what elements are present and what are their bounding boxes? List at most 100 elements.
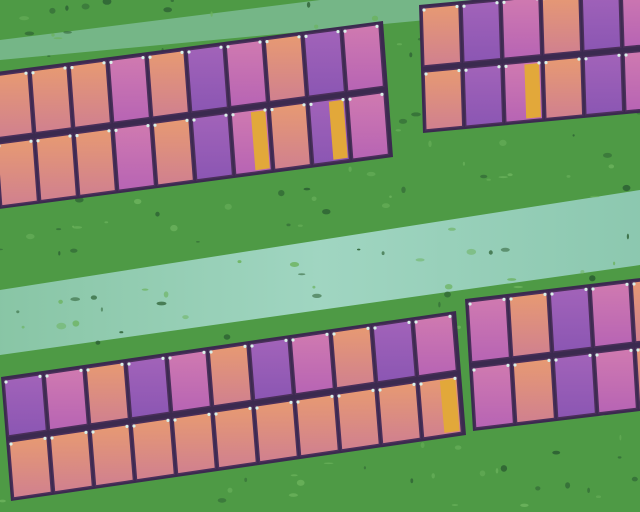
mount-point	[337, 394, 341, 398]
solar-panel	[69, 59, 112, 129]
vegetation-speckle	[306, 1, 311, 8]
mount-point	[31, 71, 35, 75]
vegetation-speckle	[170, 224, 178, 232]
vegetation-speckle	[278, 190, 285, 197]
vegetation-speckle	[72, 226, 83, 229]
vegetation-speckle	[297, 224, 303, 227]
vegetation-speckle	[0, 499, 6, 503]
vegetation-speckle	[488, 250, 493, 255]
mount-point	[70, 66, 74, 70]
vegetation-speckle	[603, 152, 612, 158]
mount-point	[468, 302, 472, 306]
vegetation-speckle	[396, 43, 402, 46]
mount-point	[472, 368, 476, 372]
mount-point	[537, 61, 541, 65]
vegetation-speckle	[72, 320, 80, 327]
vegetation-speckle	[617, 456, 622, 459]
mount-point	[448, 314, 452, 318]
vegetation-speckle	[296, 479, 305, 486]
mount-point	[504, 64, 508, 68]
mount-point	[270, 108, 274, 112]
vegetation-speckle	[499, 139, 507, 146]
vegetation-speckle	[507, 278, 517, 281]
solar-array-upper-right	[419, 0, 640, 133]
vegetation-speckle	[409, 52, 413, 58]
vegetation-speckle	[580, 270, 585, 274]
mount-point	[202, 350, 206, 354]
mount-point	[629, 348, 633, 352]
vegetation-speckle	[535, 486, 541, 491]
solar-panel	[331, 325, 376, 389]
hotspot-cell	[524, 63, 541, 119]
mount-point	[343, 29, 347, 33]
vegetation-speckle	[58, 251, 61, 256]
solar-panel	[152, 117, 195, 187]
mount-point	[248, 406, 252, 410]
solar-panel	[508, 291, 552, 358]
mount-point	[263, 108, 267, 112]
mount-point	[146, 124, 150, 128]
vegetation-speckle	[500, 465, 508, 472]
mount-point	[180, 50, 184, 55]
vegetation-speckle	[444, 291, 451, 298]
mount-point	[109, 60, 113, 64]
mount-point	[250, 344, 254, 348]
solar-panel	[543, 56, 584, 120]
mount-point	[29, 139, 33, 143]
mount-point	[161, 356, 165, 360]
vegetation-speckle	[438, 301, 441, 308]
mount-point	[371, 388, 375, 392]
vegetation-speckle	[507, 173, 513, 177]
solar-panel	[191, 112, 234, 181]
vegetation-speckle	[312, 293, 322, 298]
vegetation-speckle	[163, 291, 169, 298]
mount-point	[127, 362, 131, 366]
solar-panel	[583, 52, 624, 116]
mount-point	[192, 118, 196, 122]
mount-point	[304, 34, 308, 39]
mount-point	[107, 129, 111, 133]
mount-point	[79, 368, 83, 372]
mount-point	[625, 282, 629, 286]
vegetation-speckle	[401, 186, 406, 193]
vegetation-speckle	[100, 307, 103, 312]
vegetation-speckle	[626, 233, 630, 240]
vegetation-speckle	[224, 203, 232, 210]
vegetation-speckle	[155, 211, 160, 217]
middle-path	[0, 190, 640, 355]
solar-panel	[461, 0, 502, 64]
vegetation-speckle	[448, 227, 456, 231]
mount-point	[224, 113, 228, 117]
mount-point	[258, 40, 262, 44]
vegetation-speckle	[322, 209, 331, 215]
mount-point	[309, 102, 313, 106]
solar-panel	[131, 417, 176, 481]
solar-panel	[264, 33, 307, 103]
mount-point	[336, 30, 340, 34]
solar-panel	[90, 423, 135, 487]
solar-panel	[635, 346, 640, 409]
mount-point	[231, 113, 235, 117]
solar-panel	[303, 28, 346, 98]
vegetation-speckle	[613, 261, 616, 266]
solar-panel	[0, 70, 34, 139]
vegetation-speckle	[53, 37, 63, 40]
vegetation-speckle	[81, 3, 90, 10]
solar-panel	[336, 387, 381, 451]
solar-panel	[631, 280, 640, 343]
mount-point	[291, 338, 295, 342]
vegetation-speckle	[298, 273, 306, 276]
mount-point	[414, 320, 418, 324]
mount-point	[36, 139, 40, 143]
mount-point	[341, 98, 345, 102]
vegetation-speckle	[134, 198, 142, 205]
vegetation-speckle	[196, 241, 200, 243]
vegetation-speckle	[619, 434, 622, 441]
solar-panel	[581, 0, 622, 52]
solar-panel	[623, 50, 640, 112]
mount-point	[554, 358, 558, 362]
mount-point	[455, 4, 459, 9]
vegetation-speckle	[141, 288, 149, 291]
mount-point	[422, 8, 426, 12]
mount-point	[584, 57, 588, 61]
